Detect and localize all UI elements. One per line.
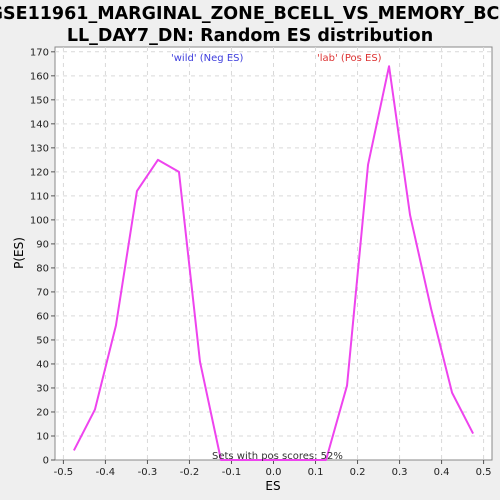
y-tick-label: 140 — [30, 119, 49, 130]
y-tick-label: 80 — [36, 263, 49, 274]
y-tick-label: 40 — [36, 359, 49, 370]
y-tick-label: 110 — [30, 191, 49, 202]
y-tick-label: 170 — [30, 47, 49, 58]
x-tick-label: 0.5 — [476, 467, 492, 478]
y-tick-label: 150 — [30, 95, 49, 106]
legend-pos-es: 'lab' (Pos ES) — [317, 53, 382, 64]
y-tick-label: 130 — [30, 143, 49, 154]
y-tick-label: 0 — [43, 456, 49, 467]
x-tick-label: 0.0 — [266, 467, 282, 478]
y-tick-label: 100 — [30, 215, 49, 226]
x-tick-label: 0.2 — [350, 467, 366, 478]
x-axis-label: ES — [265, 479, 280, 493]
x-tick-label: -0.1 — [222, 467, 242, 478]
x-tick-label: -0.2 — [180, 467, 200, 478]
y-tick-label: 20 — [36, 407, 49, 418]
plot-area — [55, 47, 492, 460]
y-tick-label: 50 — [36, 335, 49, 346]
legend-neg-es: 'wild' (Neg ES) — [171, 53, 243, 64]
pos-score-annotation: Sets with pos scores: 52% — [212, 451, 343, 462]
x-tick-label: 0.1 — [308, 467, 324, 478]
y-tick-label: 60 — [36, 311, 49, 322]
y-tick-label: 120 — [30, 167, 49, 178]
x-tick-label: -0.5 — [54, 467, 74, 478]
chart-title-line-1: GSE11961_MARGINAL_ZONE_BCELL_VS_MEMORY_B… — [0, 4, 500, 24]
y-axis-label: P(ES) — [12, 237, 26, 269]
y-tick-label: 160 — [30, 71, 49, 82]
y-tick-label: 90 — [36, 239, 49, 250]
chart-title-line-2: LL_DAY7_DN: Random ES distribution — [67, 26, 433, 46]
y-tick-label: 30 — [36, 383, 49, 394]
y-tick-label: 10 — [36, 431, 49, 442]
x-tick-label: -0.3 — [138, 467, 158, 478]
x-tick-label: 0.4 — [434, 467, 450, 478]
x-tick-label: -0.4 — [96, 467, 116, 478]
x-tick-label: 0.3 — [392, 467, 408, 478]
y-tick-label: 70 — [36, 287, 49, 298]
